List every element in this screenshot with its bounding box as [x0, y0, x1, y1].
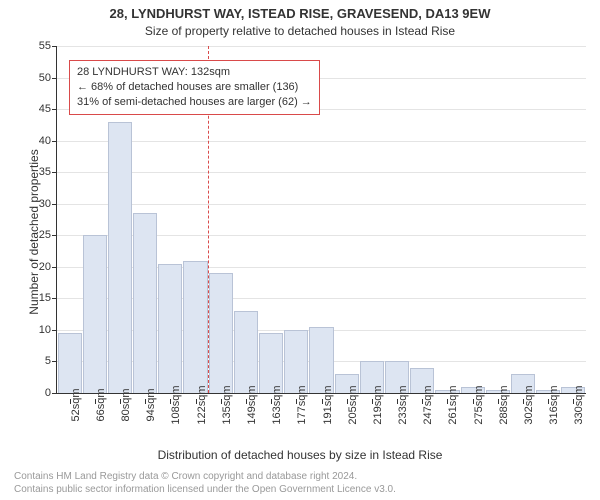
- x-tick-label: 288sqm: [498, 385, 510, 424]
- histogram-bar: [259, 333, 283, 393]
- x-tick-label: 52sqm: [70, 388, 82, 421]
- y-tick-label: 25: [23, 229, 51, 241]
- y-tick: [52, 330, 57, 331]
- histogram-bar: [209, 273, 233, 393]
- y-tick: [52, 267, 57, 268]
- y-tick-label: 0: [23, 387, 51, 399]
- x-tick-label: 191sqm: [322, 385, 334, 424]
- x-tick-label: 66sqm: [95, 388, 107, 421]
- y-tick-label: 20: [23, 261, 51, 273]
- gridline: [57, 172, 586, 173]
- x-tick-label: 149sqm: [246, 385, 258, 424]
- footnote-line-1: Contains HM Land Registry data © Crown c…: [14, 471, 357, 482]
- y-tick-label: 30: [23, 198, 51, 210]
- histogram-bar: [183, 261, 207, 393]
- x-tick-label: 316sqm: [548, 385, 560, 424]
- y-tick-label: 5: [23, 355, 51, 367]
- plot-area: 051015202530354045505552sqm66sqm80sqm94s…: [56, 46, 586, 394]
- histogram-bar: [133, 213, 157, 393]
- histogram-bar: [234, 311, 258, 393]
- y-tick-label: 45: [23, 103, 51, 115]
- y-tick: [52, 204, 57, 205]
- histogram-bar: [284, 330, 308, 393]
- histogram-bar: [108, 122, 132, 393]
- y-tick-label: 10: [23, 324, 51, 336]
- x-tick-label: 163sqm: [271, 385, 283, 424]
- gridline: [57, 141, 586, 142]
- chart-subtitle: Size of property relative to detached ho…: [0, 24, 600, 38]
- x-tick-label: 247sqm: [422, 385, 434, 424]
- x-tick-label: 177sqm: [296, 385, 308, 424]
- y-tick: [52, 361, 57, 362]
- annotation-box: 28 LYNDHURST WAY: 132sqm← 68% of detache…: [69, 60, 320, 115]
- histogram-bar: [309, 327, 333, 393]
- annotation-line: 31% of semi-detached houses are larger (…: [77, 95, 312, 110]
- x-tick-label: 302sqm: [523, 385, 535, 424]
- footnote-line-2: Contains public sector information licen…: [14, 484, 396, 495]
- y-tick: [52, 141, 57, 142]
- x-tick-label: 219sqm: [372, 385, 384, 424]
- annotation-line: 28 LYNDHURST WAY: 132sqm: [77, 65, 312, 80]
- y-tick-label: 35: [23, 166, 51, 178]
- chart-container: { "title": "28, LYNDHURST WAY, ISTEAD RI…: [0, 0, 600, 500]
- footnote: Contains HM Land Registry data © Crown c…: [14, 471, 586, 496]
- histogram-bar: [83, 235, 107, 393]
- x-tick-label: 261sqm: [447, 385, 459, 424]
- y-tick: [52, 235, 57, 236]
- y-tick-label: 40: [23, 135, 51, 147]
- y-tick-label: 15: [23, 292, 51, 304]
- x-tick-label: 275sqm: [473, 385, 485, 424]
- x-tick-label: 122sqm: [196, 385, 208, 424]
- histogram-bar: [158, 264, 182, 393]
- gridline: [57, 204, 586, 205]
- chart-title: 28, LYNDHURST WAY, ISTEAD RISE, GRAVESEN…: [0, 6, 600, 21]
- x-tick-label: 108sqm: [170, 385, 182, 424]
- y-tick-label: 55: [23, 40, 51, 52]
- annotation-line: ← 68% of detached houses are smaller (13…: [77, 80, 312, 95]
- x-tick-label: 330sqm: [573, 385, 585, 424]
- y-tick: [52, 109, 57, 110]
- y-tick-label: 50: [23, 72, 51, 84]
- x-tick-label: 80sqm: [120, 388, 132, 421]
- y-tick: [52, 46, 57, 47]
- y-tick: [52, 78, 57, 79]
- y-tick: [52, 393, 57, 394]
- x-tick-label: 135sqm: [221, 385, 233, 424]
- y-tick: [52, 172, 57, 173]
- x-tick-label: 233sqm: [397, 385, 409, 424]
- x-tick-label: 205sqm: [347, 385, 359, 424]
- histogram-bar: [58, 333, 82, 393]
- gridline: [57, 46, 586, 47]
- x-axis-label: Distribution of detached houses by size …: [0, 448, 600, 462]
- y-tick: [52, 298, 57, 299]
- x-tick-label: 94sqm: [145, 388, 157, 421]
